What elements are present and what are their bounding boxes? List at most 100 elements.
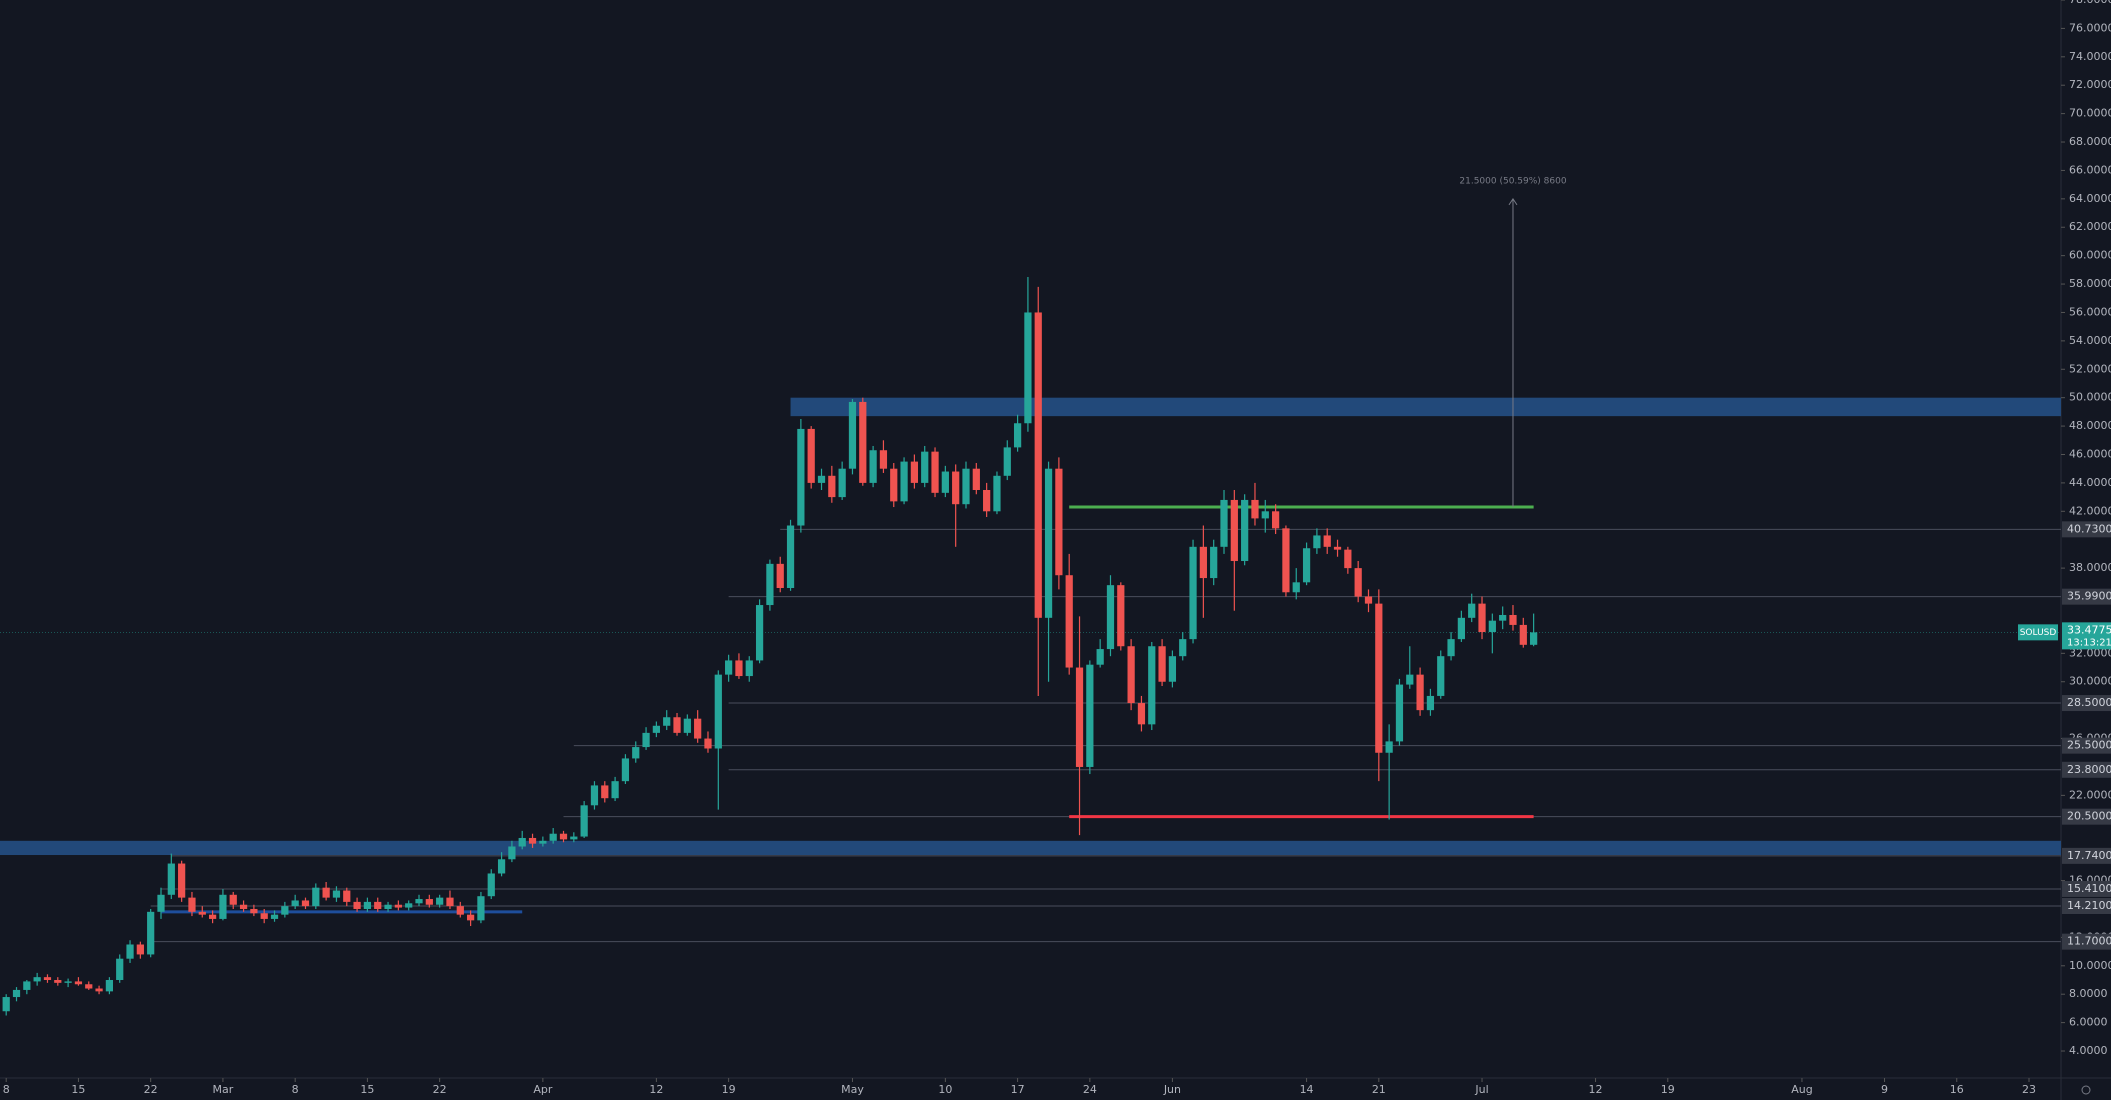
- candle-body: [1530, 632, 1538, 645]
- candle-body: [1127, 646, 1135, 704]
- x-tick-label: Jun: [1163, 1083, 1181, 1096]
- x-tick-label: 10: [938, 1083, 952, 1096]
- x-tick-label: Aug: [1791, 1083, 1812, 1096]
- candle-body: [33, 977, 41, 982]
- x-tick-label: 12: [649, 1083, 663, 1096]
- candle-body: [1210, 546, 1218, 579]
- x-tick-label: May: [841, 1083, 864, 1096]
- candle-body: [601, 785, 609, 799]
- candle-body: [1044, 468, 1053, 618]
- y-tick-label: 50.0000: [2069, 391, 2111, 404]
- candle-body: [23, 981, 31, 990]
- candle-body: [848, 401, 857, 469]
- y-tick-label: 4.0000: [2069, 1044, 2108, 1057]
- x-tick-label: 12: [1589, 1083, 1603, 1096]
- candle-body: [425, 899, 433, 905]
- candle-body: [436, 897, 444, 905]
- x-tick-label: Apr: [533, 1083, 553, 1096]
- candle-body: [487, 873, 495, 897]
- candle-body: [446, 897, 454, 907]
- level-price-box: [2062, 847, 2111, 864]
- y-tick-label: 68.0000: [2069, 135, 2111, 148]
- level-price-box: [2062, 808, 2111, 825]
- y-tick-label: 72.0000: [2069, 78, 2111, 91]
- x-tick-label: 22: [144, 1083, 158, 1096]
- y-tick-label: 8.0000: [2069, 987, 2108, 1000]
- y-tick-label: 78.0000: [2069, 0, 2111, 6]
- y-tick-label: 42.0000: [2069, 504, 2111, 517]
- candle-body: [281, 906, 289, 915]
- y-tick-label: 66.0000: [2069, 163, 2111, 176]
- candle-body: [921, 451, 929, 483]
- candle-body: [786, 525, 795, 588]
- candle-body: [105, 980, 114, 992]
- candle-body: [1117, 585, 1125, 647]
- y-tick-label: 58.0000: [2069, 277, 2111, 290]
- candle-body: [1416, 674, 1424, 711]
- y-tick-label: 70.0000: [2069, 107, 2111, 120]
- level-price-label: 40.7300: [2067, 522, 2111, 535]
- level-price-box: [2062, 521, 2111, 538]
- candle-body: [312, 887, 320, 907]
- candle-body: [260, 913, 268, 919]
- candle-body: [838, 468, 846, 498]
- candle-body: [1137, 703, 1146, 725]
- candle-body: [1055, 468, 1063, 576]
- candle-body: [1251, 499, 1259, 519]
- level-price-box: [2062, 898, 2111, 915]
- candle-body: [1158, 646, 1166, 682]
- candle-body: [900, 461, 908, 502]
- candle-body: [983, 490, 991, 512]
- candle-body: [332, 890, 341, 898]
- candle-body: [384, 904, 392, 909]
- candle-body: [219, 894, 227, 919]
- y-tick-label: 64.0000: [2069, 192, 2111, 205]
- candle-body: [776, 563, 784, 588]
- y-tick-label: 74.0000: [2069, 50, 2111, 63]
- candle-body: [828, 475, 836, 498]
- candle-body: [126, 944, 134, 959]
- y-tick-label: 44.0000: [2069, 476, 2111, 489]
- candle-body: [43, 977, 52, 980]
- symbol-box: [2018, 624, 2058, 641]
- candle-body: [208, 914, 217, 919]
- candle-body: [116, 958, 124, 980]
- candle-body: [694, 718, 702, 739]
- candle-body: [239, 904, 248, 909]
- candle-body: [559, 833, 568, 840]
- candle-body: [590, 785, 599, 806]
- x-tick-label: 8: [292, 1083, 299, 1096]
- x-tick-label: 8: [3, 1083, 10, 1096]
- candle-body: [1468, 603, 1476, 618]
- level-price-box: [2062, 880, 2111, 897]
- candle-body: [1230, 499, 1238, 562]
- candle-body: [704, 738, 712, 749]
- level-price-label: 25.5000: [2067, 739, 2111, 752]
- candle-body: [415, 899, 423, 904]
- candle-body: [353, 901, 361, 909]
- y-tick-label: 10.0000: [2069, 959, 2111, 972]
- candle-body: [869, 450, 877, 483]
- candle-body: [250, 908, 258, 914]
- candle-body: [1344, 549, 1352, 569]
- candle-body: [1065, 575, 1073, 668]
- x-tick-label: Mar: [213, 1083, 234, 1096]
- candle-body: [539, 840, 547, 844]
- candle-body: [394, 904, 402, 908]
- candle-body: [1426, 695, 1435, 711]
- level-price-label: 20.5000: [2067, 810, 2111, 823]
- candle-body: [1034, 312, 1042, 618]
- candle-body: [1313, 535, 1321, 549]
- candle-body: [1003, 447, 1011, 476]
- level-price-label: 17.7400: [2067, 849, 2111, 862]
- candle-body: [1148, 646, 1156, 725]
- candle-body: [363, 901, 372, 909]
- candle-body: [1168, 656, 1177, 682]
- candle-body: [64, 981, 72, 983]
- x-tick-label: 9: [1881, 1083, 1888, 1096]
- candle-body: [972, 468, 980, 490]
- settings-icon[interactable]: [2081, 1085, 2091, 1095]
- candle-body: [2, 997, 10, 1012]
- candle-body: [508, 846, 516, 860]
